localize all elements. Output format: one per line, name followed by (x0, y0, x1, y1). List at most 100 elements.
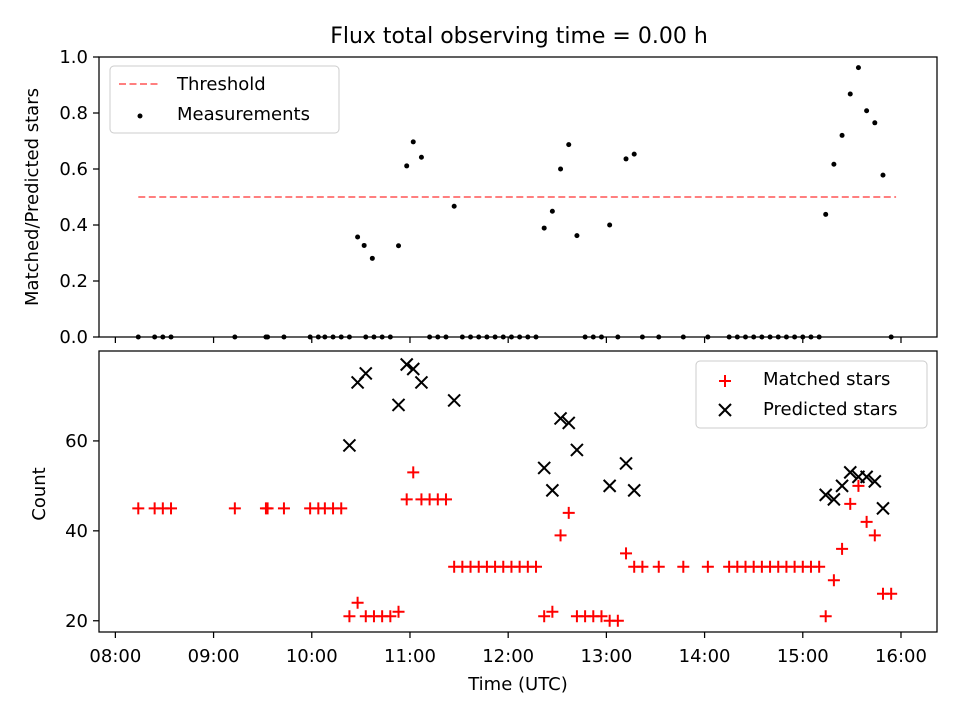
legend-matched-swatch (719, 375, 731, 387)
measurement-point (369, 255, 375, 261)
matched-star-point (165, 502, 178, 515)
matched-star-point (827, 574, 840, 587)
bottom-x-tick-label: 14:00 (679, 646, 731, 667)
bottom-y-axis: 20 40 60 (65, 431, 99, 632)
bottom-x-tick-label: 10:00 (286, 646, 338, 667)
bottom-legend: Matched stars Predicted stars (695, 360, 928, 429)
legend-measurements-swatch (137, 113, 143, 119)
measurement-point (855, 65, 861, 71)
bottom-y-tick-label: 60 (65, 431, 88, 452)
measurement-point (396, 243, 402, 249)
matched-star-point (620, 547, 633, 560)
bottom-x-tick-label: 15:00 (777, 646, 829, 667)
predicted-star-point (868, 474, 882, 489)
bottom-x-tick-label: 09:00 (188, 646, 240, 667)
predicted-star-point (876, 501, 890, 516)
predicted-star-point (602, 479, 617, 493)
measurement-point (361, 242, 367, 248)
bottom-x-tick-label: 16:00 (875, 646, 927, 667)
bottom-y-tick-label: 20 (65, 611, 88, 632)
predicted-star-point (406, 362, 420, 376)
matched-star-point (852, 479, 865, 492)
matched-star-point (132, 502, 145, 515)
top-axes-frame (98, 56, 938, 338)
measurement-point (623, 156, 629, 162)
matched-star-point (351, 596, 364, 609)
matched-star-point (335, 502, 348, 515)
measurement-point (864, 108, 870, 114)
top-y-tick-label: 0.4 (59, 215, 88, 236)
matched-star-point (530, 560, 543, 573)
matched-star-point (636, 560, 649, 573)
predicted-star-point (359, 366, 373, 381)
predicted-star-point (414, 375, 429, 390)
matched-star-point (407, 466, 420, 479)
top-legend-box (109, 65, 340, 134)
measurement-point (880, 172, 886, 178)
measurement-point (872, 120, 878, 126)
predicted-star-point (835, 479, 849, 493)
top-chart: Flux total observing time = 0.00 h 0.00.… (22, 24, 938, 348)
matched-star-point (611, 614, 624, 627)
bottom-x-tick-label: 12:00 (482, 646, 534, 667)
top-y-axis-label: Matched/Predicted stars (22, 88, 43, 306)
bottom-x-axis: 08:00 09:00 10:00 11:00 12:00 13:00 14:00 15:00… (89, 632, 927, 667)
bottom-x-tick-label: 11:00 (384, 646, 436, 667)
legend-predicted-swatch (718, 403, 732, 417)
top-y-tick-label: 0.0 (59, 327, 88, 348)
predicted-star-point (843, 465, 857, 480)
matched-star-point (677, 560, 690, 573)
predicted-star-point (859, 470, 874, 484)
bottom-y-axis-label: Count (29, 467, 50, 520)
predicted-star-point (545, 483, 560, 498)
matched-star-point (538, 610, 551, 623)
measurement-point (418, 154, 424, 160)
measurement-point (410, 139, 416, 145)
matched-star-point (384, 610, 397, 623)
bottom-y-tick-label: 40 (65, 521, 88, 542)
legend-threshold-label: Threshold (176, 74, 266, 95)
matched-star-point (885, 587, 898, 600)
predicted-star-point (342, 438, 357, 453)
bottom-plot-area (132, 357, 898, 627)
top-y-tick-label: 1.0 (59, 47, 88, 68)
matched-star-point (813, 560, 826, 573)
top-x-axis (114, 337, 902, 343)
measurement-point (558, 166, 564, 172)
predicted-star-point (447, 393, 461, 408)
measurement-point (847, 91, 853, 97)
top-y-tick-label: 0.6 (59, 159, 88, 180)
predicted-star-point (627, 483, 641, 498)
top-y-tick-label: 0.8 (59, 103, 88, 124)
predicted-star-point (562, 416, 576, 430)
predicted-star-point (391, 398, 406, 412)
bottom-axes-frame (98, 350, 938, 633)
predicted-star-point (553, 411, 568, 426)
measurement-point (404, 163, 410, 169)
measurement-point (574, 233, 580, 239)
matched-star-point (277, 502, 290, 515)
matched-star-point (439, 493, 452, 506)
matched-star-point (392, 605, 405, 618)
predicted-star-point (399, 357, 414, 372)
measurement-point (541, 225, 547, 231)
predicted-star-point (619, 456, 633, 471)
measurement-point (549, 208, 555, 214)
matched-star-point (554, 529, 567, 542)
legend-measurements-label: Measurements (177, 104, 310, 125)
measurement-point (607, 222, 613, 228)
bottom-x-tick-label: 13:00 (580, 646, 632, 667)
matched-star-point (343, 610, 356, 623)
legend-predicted-label: Predicted stars (763, 399, 897, 420)
top-y-axis: 0.0 0.2 0.4 0.6 0.8 1.0 (59, 47, 99, 348)
matched-star-point (562, 506, 575, 519)
matched-star-point (400, 493, 413, 506)
bottom-x-axis-label: Time (UTC) (467, 674, 568, 695)
predicted-star-point (537, 461, 551, 475)
measurement-point (566, 142, 572, 148)
matched-star-point (261, 502, 274, 515)
measurement-point (831, 161, 837, 167)
matched-star-point (652, 560, 665, 573)
predicted-star-point (570, 443, 584, 457)
